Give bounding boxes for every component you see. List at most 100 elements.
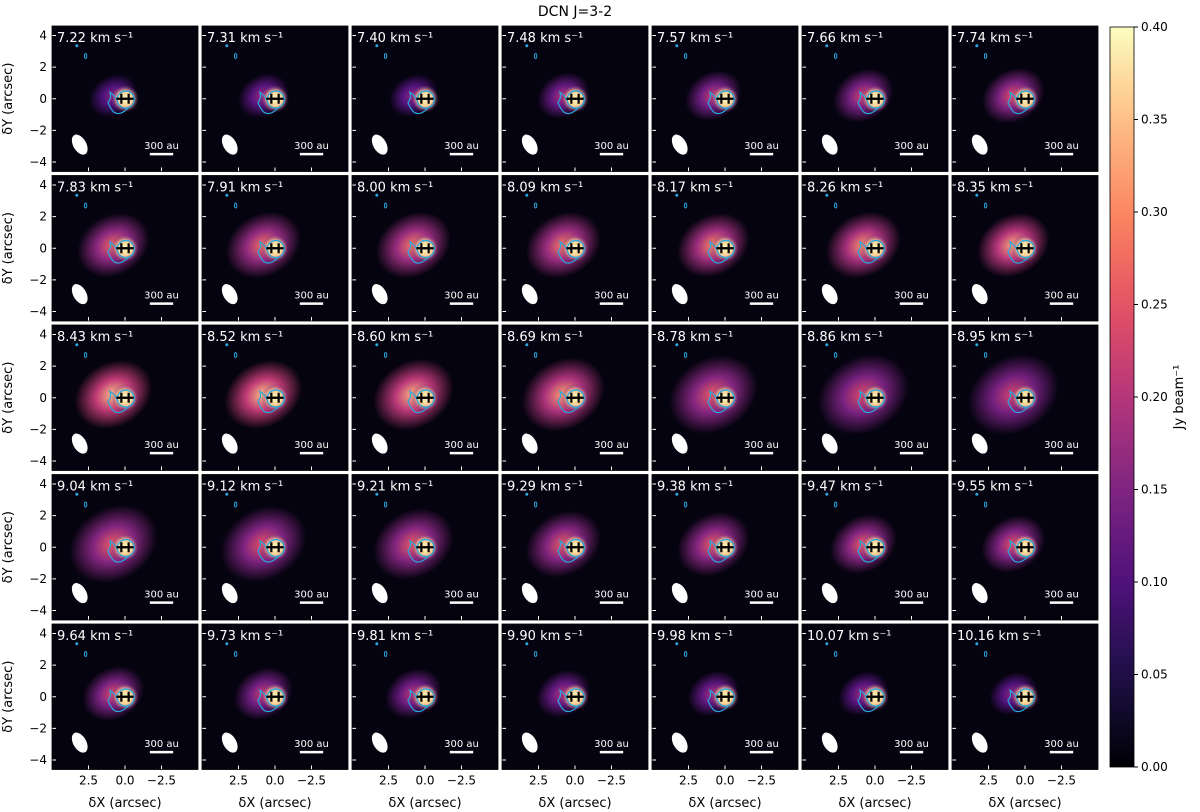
- y-tick-label: −2: [29, 273, 47, 287]
- panel-frame: [651, 474, 799, 621]
- contour-dot: [75, 44, 79, 48]
- panel-frame: [801, 324, 949, 471]
- channel-panel: 300 au 8.35 km s⁻¹: [951, 175, 1099, 322]
- contour-dot: [75, 492, 79, 496]
- contour-loop: [233, 651, 238, 657]
- panel-frame: [951, 324, 1099, 471]
- y-tick-label: 4: [39, 28, 47, 42]
- contour-dot: [375, 343, 379, 347]
- panel-frame: [201, 25, 349, 172]
- contour-loop: [683, 352, 688, 358]
- source-marker: [266, 392, 277, 403]
- scale-bar-label: 300 au: [894, 291, 929, 302]
- contour-arc: [407, 389, 429, 414]
- contour-arc: [707, 90, 729, 115]
- contour-loop: [383, 202, 388, 209]
- source-marker: [116, 542, 127, 553]
- beam-ellipse: [221, 284, 238, 305]
- contour-dot: [675, 343, 679, 347]
- panel-frame: [201, 623, 349, 770]
- beam-ellipse: [221, 732, 238, 753]
- x-axis-label: δX (arcsec): [988, 796, 1061, 811]
- channel-panel: 300 au 9.12 km s⁻¹: [201, 474, 349, 621]
- scale-bar-label: 300 au: [294, 739, 329, 750]
- panel-frame: [951, 175, 1099, 322]
- contour-loop: [83, 352, 88, 358]
- contour-arc: [107, 389, 129, 414]
- panel-frame: [51, 474, 199, 621]
- scale-bar-label: 300 au: [594, 440, 629, 451]
- velocity-label: 9.98 km s⁻¹: [657, 629, 733, 644]
- velocity-label: 7.66 km s⁻¹: [807, 31, 883, 46]
- panel-frame: [351, 25, 499, 172]
- figure-title: DCN J=3-2: [538, 4, 612, 20]
- scale-bar-label: 300 au: [894, 739, 929, 750]
- beam-ellipse: [221, 134, 238, 155]
- velocity-label: 8.43 km s⁻¹: [57, 330, 133, 345]
- channel-panel: 300 au 7.40 km s⁻¹: [351, 25, 499, 172]
- contour-loop: [233, 53, 238, 59]
- x-axis-label: δX (arcsec): [238, 796, 311, 811]
- contour-loop: [983, 53, 988, 59]
- x-tick-label: −2.5: [447, 774, 476, 788]
- panel-frame: [651, 175, 799, 322]
- contour-arc: [707, 240, 729, 264]
- beam-ellipse: [821, 433, 838, 454]
- contour-loop: [533, 352, 538, 358]
- x-tick-label: −2.5: [747, 774, 776, 788]
- beam-ellipse: [71, 284, 88, 305]
- channel-panel: 300 au 8.95 km s⁻¹: [951, 324, 1099, 471]
- x-tick-label: 0.0: [115, 774, 134, 788]
- velocity-label: 10.07 km s⁻¹: [807, 629, 892, 644]
- velocity-label: 9.55 km s⁻¹: [957, 480, 1033, 495]
- contour-loop: [533, 202, 538, 209]
- source-marker: [566, 243, 577, 254]
- contour-loop: [833, 53, 838, 59]
- contour-dot: [975, 343, 979, 347]
- contour-dot: [375, 44, 379, 48]
- contour-arc: [1007, 240, 1029, 264]
- contour-dot: [375, 492, 379, 496]
- y-tick-label: 4: [39, 178, 47, 192]
- velocity-label: 9.47 km s⁻¹: [807, 480, 883, 495]
- channel-panel: 300 au 8.52 km s⁻¹: [201, 324, 349, 471]
- contour-dot: [975, 44, 979, 48]
- beam-ellipse: [71, 732, 88, 753]
- channel-panel: 300 au 7.66 km s⁻¹: [801, 25, 949, 172]
- panel-frame: [351, 474, 499, 621]
- scale-bar-label: 300 au: [444, 590, 479, 601]
- scale-bar-label: 300 au: [1044, 590, 1079, 601]
- scale-bar-label: 300 au: [744, 141, 779, 152]
- beam-ellipse: [971, 134, 988, 155]
- contour-loop: [683, 501, 688, 508]
- panel-frame: [501, 25, 649, 172]
- x-tick-label: −2.5: [1047, 774, 1076, 788]
- channel-panel: 300 au 9.73 km s⁻¹: [201, 623, 349, 770]
- contour-loop: [83, 202, 88, 209]
- velocity-label: 7.57 km s⁻¹: [657, 31, 733, 46]
- x-tick-label: −2.5: [297, 774, 326, 788]
- contour-arc: [557, 240, 579, 264]
- contour-dot: [825, 642, 829, 646]
- contour-dot: [525, 44, 529, 48]
- contour-dot: [975, 193, 979, 197]
- y-tick-label: 4: [39, 327, 47, 341]
- panel-frame: [51, 623, 199, 770]
- y-tick-label: −4: [29, 305, 47, 319]
- x-tick-label: 2.5: [79, 774, 98, 788]
- contour-loop: [833, 651, 838, 657]
- x-tick-label: −2.5: [597, 774, 626, 788]
- velocity-label: 9.29 km s⁻¹: [507, 480, 583, 495]
- source-marker: [1016, 93, 1027, 104]
- velocity-label: 7.40 km s⁻¹: [357, 31, 433, 46]
- y-tick-label: 2: [39, 658, 47, 672]
- panel-frame: [351, 324, 499, 471]
- x-tick-label: 2.5: [229, 774, 248, 788]
- velocity-label: 7.91 km s⁻¹: [207, 181, 283, 196]
- panel-frame: [51, 175, 199, 322]
- contour-arc: [407, 688, 429, 713]
- contour-dot: [975, 492, 979, 496]
- x-tick-label: 2.5: [379, 774, 398, 788]
- source-marker: [716, 392, 727, 403]
